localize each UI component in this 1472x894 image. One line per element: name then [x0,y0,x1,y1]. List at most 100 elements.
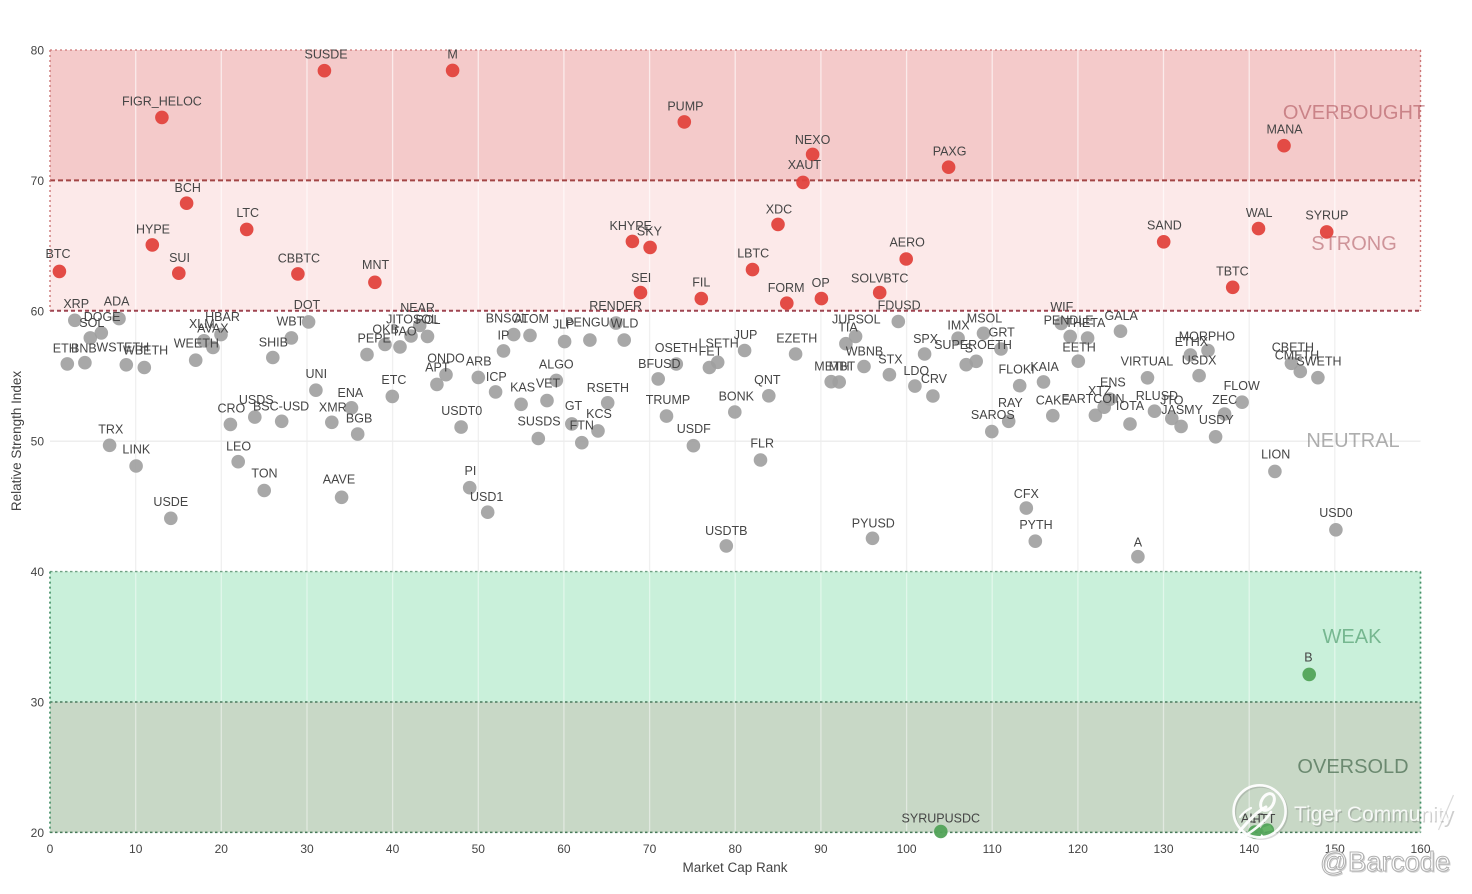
svg-text:SEI: SEI [631,271,651,285]
svg-text:FORM: FORM [768,281,805,295]
svg-text:AERO: AERO [889,235,925,249]
svg-text:BCH: BCH [174,181,200,195]
svg-text:OVERSOLD: OVERSOLD [1297,756,1408,778]
svg-text:JLP: JLP [553,318,575,332]
svg-text:HBAR: HBAR [205,310,240,324]
svg-text:140: 140 [1239,842,1259,856]
svg-text:FLOKI: FLOKI [999,363,1035,377]
svg-text:WBNB: WBNB [846,344,884,358]
svg-text:BNSOL: BNSOL [486,312,528,326]
svg-text:100: 100 [897,842,917,856]
svg-text:40: 40 [31,565,45,579]
svg-text:LTC: LTC [236,206,259,220]
svg-text:CBBTC: CBBTC [278,252,320,266]
svg-text:RENDER: RENDER [589,299,642,313]
svg-text:STRONG: STRONG [1311,233,1397,255]
svg-text:150: 150 [1325,842,1345,856]
svg-text:80: 80 [31,44,45,58]
svg-text:STX: STX [878,352,903,366]
svg-text:VET: VET [536,377,561,391]
svg-text:NEAR: NEAR [400,301,435,315]
svg-text:SOL: SOL [79,316,104,330]
svg-text:KAIA: KAIA [1030,360,1059,374]
svg-text:30: 30 [31,696,45,710]
svg-text:IOTA: IOTA [1116,399,1145,413]
svg-text:Market Cap Rank: Market Cap Rank [682,860,787,875]
svg-text:GRT: GRT [989,325,1016,339]
svg-text:WBETH: WBETH [123,343,168,357]
svg-text:RLUSD: RLUSD [1136,389,1178,403]
svg-text:AAVE: AAVE [323,473,355,487]
svg-text:JUPSOL: JUPSOL [832,312,881,326]
svg-text:USDS: USDS [239,393,274,407]
svg-text:KHYPE: KHYPE [610,219,652,233]
svg-text:PUMP: PUMP [667,100,703,114]
svg-text:NEUTRAL: NEUTRAL [1306,430,1399,452]
svg-text:OKB: OKB [372,323,398,337]
svg-text:PENDLE: PENDLE [1044,314,1094,328]
svg-text:SKY: SKY [637,225,663,239]
svg-text:ZEC: ZEC [1212,393,1237,407]
svg-text:ONDO: ONDO [427,352,465,366]
svg-text:20: 20 [215,842,229,856]
svg-text:SUI: SUI [169,251,190,265]
svg-text:110: 110 [983,842,1002,856]
svg-text:SAND: SAND [1147,218,1182,232]
svg-text:BONK: BONK [719,389,755,403]
svg-text:WIF: WIF [1050,300,1073,314]
svg-text:CRO: CRO [218,401,246,415]
svg-text:PYUSD: PYUSD [852,517,895,531]
svg-text:TON: TON [251,467,277,481]
svg-text:USDTB: USDTB [705,524,747,538]
svg-text:PI: PI [464,464,476,478]
svg-text:ATOM: ATOM [514,312,549,326]
svg-text:80: 80 [729,842,743,856]
svg-text:JUP: JUP [734,328,758,342]
svg-text:RAY: RAY [998,396,1023,410]
svg-text:THETA: THETA [1065,316,1106,330]
svg-text:SUPEROETH: SUPEROETH [934,338,1012,352]
svg-text:LION: LION [1261,448,1290,462]
svg-text:WEETH: WEETH [174,337,219,351]
svg-text:SYRUP: SYRUP [1305,209,1348,223]
svg-text:LBTC: LBTC [737,247,769,261]
svg-text:60: 60 [31,304,45,318]
svg-text:METH: METH [814,359,849,373]
svg-text:LEO: LEO [226,440,251,454]
svg-text:20: 20 [31,826,45,840]
svg-text:WSTETH: WSTETH [96,340,149,354]
svg-text:IP: IP [497,328,509,342]
svg-text:30: 30 [300,842,314,856]
svg-text:CAKE: CAKE [1036,394,1070,408]
svg-text:SUSDE: SUSDE [305,47,348,61]
svg-text:B: B [1304,651,1312,665]
svg-text:ENS: ENS [1100,376,1126,390]
svg-text:SWETH: SWETH [1296,355,1341,369]
svg-text:120: 120 [1068,842,1088,856]
svg-text:@Barcode: @Barcode [1320,846,1450,877]
svg-text:MBT: MBT [829,360,856,374]
svg-text:70: 70 [31,174,45,188]
svg-text:MORPHO: MORPHO [1179,329,1236,343]
svg-text:JASMY: JASMY [1161,403,1203,417]
svg-text:CBETH: CBETH [1272,340,1314,354]
svg-text:10: 10 [129,842,143,856]
svg-text:50: 50 [31,435,45,449]
svg-text:TIA: TIA [838,321,858,335]
svg-text:S: S [965,341,973,355]
svg-text:WLD: WLD [611,316,639,330]
svg-text:QNT: QNT [754,373,781,387]
svg-text:FLOW: FLOW [1224,379,1260,393]
svg-text:SAROS: SAROS [971,408,1015,422]
svg-text:PAXG: PAXG [933,144,967,158]
svg-text:60: 60 [557,842,571,856]
svg-text:JTO: JTO [1160,394,1184,408]
svg-text:POL: POL [415,313,440,327]
svg-text:TBTC: TBTC [1216,264,1249,278]
svg-text:ETH: ETH [53,342,78,356]
svg-text:USDF: USDF [677,422,711,436]
svg-text:ICP: ICP [486,370,507,384]
svg-text:PEPE: PEPE [358,331,391,345]
svg-text:ADA: ADA [104,294,130,308]
svg-text:90: 90 [814,842,828,856]
